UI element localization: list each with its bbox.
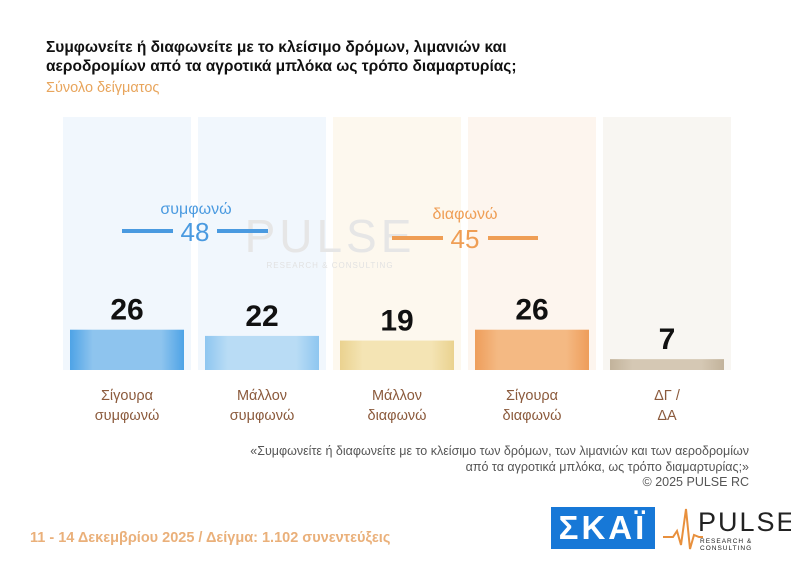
- bar: [475, 329, 589, 370]
- watermark-subtext: RESEARCH & CONSULTING: [266, 261, 393, 270]
- category-label: Μάλλον: [237, 388, 287, 404]
- column-background: [468, 117, 596, 370]
- value-label: 26: [515, 294, 548, 327]
- column-background: [333, 117, 461, 370]
- question-quote: «Συμφωνείτε ή διαφωνείτε με το κλείσιμο …: [189, 443, 749, 475]
- category-label: διαφωνώ: [503, 408, 562, 424]
- watermark-text: PULSE: [245, 210, 416, 262]
- bar: [70, 329, 184, 370]
- category-label: Σίγουρα: [506, 388, 558, 404]
- pulse-wave-icon: [663, 508, 703, 550]
- category-label: Σίγουρα: [101, 388, 153, 404]
- category-label: συμφωνώ: [230, 408, 295, 424]
- category-label: διαφωνώ: [368, 408, 427, 424]
- survey-footer: 11 - 14 Δεκεμβρίου 2025 / Δείγμα: 1.102 …: [30, 530, 391, 546]
- disagree-total: 45: [451, 224, 480, 254]
- value-label: 22: [245, 300, 278, 333]
- copyright-text: © 2025 PULSE RC: [642, 475, 749, 489]
- skai-logo: ΣΚΑΪ: [551, 507, 655, 549]
- pulse-logo-sub: RESEARCH & CONSULTING: [700, 538, 753, 552]
- agree-total: 48: [181, 217, 210, 247]
- category-label: Μάλλον: [372, 388, 422, 404]
- bar: [610, 359, 724, 370]
- value-label: 19: [380, 305, 413, 338]
- category-label: συμφωνώ: [95, 408, 160, 424]
- disagree-group-label: διαφωνώ: [432, 206, 497, 223]
- chart-subtitle: Σύνολο δείγματος: [46, 80, 160, 96]
- bar: [205, 335, 319, 370]
- category-label: ΔΑ: [657, 408, 677, 424]
- value-label: 26: [110, 294, 143, 327]
- chart-title: Συμφωνείτε ή διαφωνείτε με το κλείσιμο δ…: [46, 39, 517, 75]
- bar: [340, 340, 454, 370]
- quote-line-1: «Συμφωνείτε ή διαφωνείτε με το κλείσιμο …: [250, 444, 749, 458]
- column-background: [603, 117, 731, 370]
- value-label: 7: [659, 323, 676, 356]
- agree-group-label: συμφωνώ: [160, 201, 231, 218]
- quote-line-2: από τα αγροτικά μπλόκα, ως τρόπο διαμαρτ…: [465, 460, 749, 474]
- column-background: [198, 117, 326, 370]
- pulse-logo-word: PULSE: [698, 507, 791, 537]
- column-background: [63, 117, 191, 370]
- category-label: ΔΓ /: [654, 388, 681, 404]
- pulse-logo: PULSE RESEARCH & CONSULTING: [663, 505, 791, 552]
